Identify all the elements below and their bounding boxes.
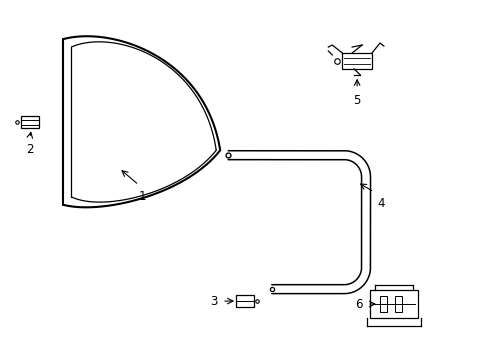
Bar xyxy=(236,295,253,307)
Text: 5: 5 xyxy=(353,94,360,107)
Text: 1: 1 xyxy=(139,190,146,203)
Text: 6: 6 xyxy=(355,297,362,311)
Bar xyxy=(369,290,417,318)
Bar xyxy=(20,117,39,129)
Bar xyxy=(342,53,371,69)
Bar xyxy=(380,296,386,312)
Bar xyxy=(394,296,402,312)
Text: 3: 3 xyxy=(210,294,218,307)
Text: 2: 2 xyxy=(26,143,33,156)
Text: 4: 4 xyxy=(376,197,384,210)
